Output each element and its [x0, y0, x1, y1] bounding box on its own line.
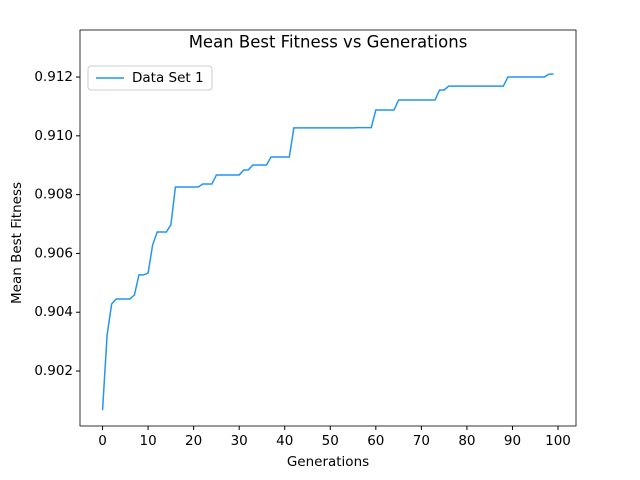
y-tick-label: 0.912 [34, 69, 73, 85]
y-tick-label: 0.902 [34, 363, 73, 379]
x-tick-label: 20 [185, 433, 202, 449]
x-tick-label: 0 [98, 433, 107, 449]
y-tick-label: 0.906 [34, 245, 73, 261]
data-line [101, 73, 554, 411]
legend-box [87, 65, 213, 91]
x-tick-label: 30 [231, 433, 248, 449]
x-tick-label: 10 [139, 433, 156, 449]
x-tick-label: 80 [458, 433, 475, 449]
y-tick-label: 0.910 [34, 128, 73, 144]
y-axis-label: Mean Best Fitness [9, 182, 25, 304]
y-tick-label: 0.904 [34, 304, 73, 320]
x-tick-label: 90 [504, 433, 521, 449]
plot-frame [79, 29, 577, 427]
x-tick-label: 70 [413, 433, 430, 449]
x-tick-label: 60 [367, 433, 384, 449]
x-tick-label: 100 [545, 433, 571, 449]
x-tick-label: 50 [322, 433, 339, 449]
y-tick-label: 0.908 [34, 187, 73, 203]
legend-label: Data Set 1 [132, 70, 204, 86]
chart-title: Mean Best Fitness vs Generations [189, 33, 468, 52]
x-tick-label: 40 [276, 433, 293, 449]
x-axis-label: Generations [287, 454, 369, 470]
